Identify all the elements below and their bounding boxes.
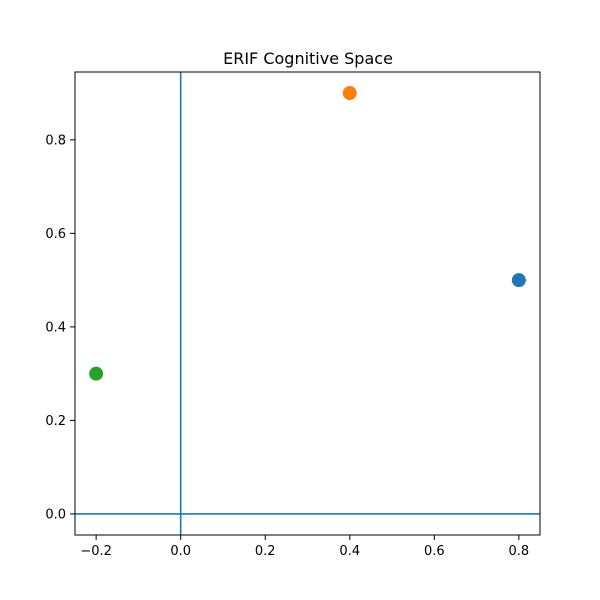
y-tick-label: 0.2 (45, 414, 66, 429)
y-tick-label: 0.0 (45, 507, 66, 522)
y-tick-label: 0.8 (45, 133, 66, 148)
y-tick-label: 0.4 (45, 320, 66, 335)
chart-title: ERIF Cognitive Space (223, 49, 393, 68)
plot-area-frame (74, 71, 541, 536)
x-tick-label: −0.2 (80, 544, 112, 559)
data-point-2 (89, 366, 104, 381)
data-point-0 (511, 273, 526, 288)
x-tick-label: 0.6 (424, 544, 445, 559)
x-tick-label: 0.4 (339, 544, 360, 559)
x-tick-label: 0.8 (509, 544, 530, 559)
x-tick-label: 0.2 (255, 544, 276, 559)
x-tick-label: 0.0 (170, 544, 191, 559)
data-point-1 (342, 86, 357, 101)
y-tick-label: 0.6 (45, 227, 66, 242)
